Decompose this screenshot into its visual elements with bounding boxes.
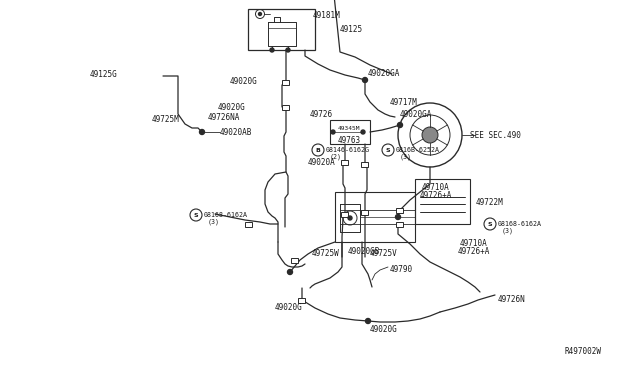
Bar <box>291 257 298 263</box>
Bar <box>415 179 470 224</box>
Text: 49725V: 49725V <box>370 250 397 259</box>
Text: 08168-6162A: 08168-6162A <box>498 221 542 227</box>
Bar <box>282 80 289 84</box>
Text: 49726+A: 49726+A <box>420 190 452 199</box>
Circle shape <box>382 144 394 156</box>
Text: 49710A: 49710A <box>422 183 450 192</box>
Text: R497002W: R497002W <box>565 347 602 356</box>
Text: 49125G: 49125G <box>90 70 118 78</box>
Bar <box>397 208 403 212</box>
Text: S: S <box>194 212 198 218</box>
Text: 49020GA: 49020GA <box>400 109 433 119</box>
Circle shape <box>200 129 205 135</box>
Circle shape <box>365 318 371 324</box>
Bar <box>330 120 370 144</box>
Text: S: S <box>488 221 492 227</box>
Circle shape <box>396 215 401 219</box>
Bar <box>298 298 305 302</box>
Text: 49020GB: 49020GB <box>348 247 380 257</box>
Text: 49726N: 49726N <box>498 295 525 305</box>
Text: (3): (3) <box>502 228 514 234</box>
Text: 49345M: 49345M <box>338 125 360 131</box>
Text: 49722M: 49722M <box>476 198 504 206</box>
Circle shape <box>397 122 403 128</box>
Circle shape <box>259 13 262 16</box>
Text: 08168-6162A: 08168-6162A <box>204 212 248 218</box>
Text: 49725M: 49725M <box>152 115 180 124</box>
Bar <box>248 9 315 50</box>
Circle shape <box>361 130 365 134</box>
Text: 49181M: 49181M <box>313 10 340 19</box>
Bar <box>335 192 415 242</box>
Text: (3): (3) <box>400 154 412 160</box>
Text: (3): (3) <box>208 219 220 225</box>
Text: (2): (2) <box>330 154 342 160</box>
Text: 08146-6162G: 08146-6162G <box>326 147 370 153</box>
Text: 49020A: 49020A <box>308 157 336 167</box>
Circle shape <box>348 216 352 220</box>
Text: 49020G: 49020G <box>218 103 246 112</box>
Circle shape <box>362 77 367 83</box>
Bar <box>362 161 369 167</box>
Text: 49020GA: 49020GA <box>368 68 401 77</box>
Text: S: S <box>386 148 390 153</box>
Text: 49725W: 49725W <box>312 250 340 259</box>
Text: 49726: 49726 <box>310 109 333 119</box>
Circle shape <box>331 130 335 134</box>
Circle shape <box>190 209 202 221</box>
Bar <box>342 212 349 217</box>
Bar <box>282 105 289 109</box>
Text: 49717M: 49717M <box>390 97 418 106</box>
Text: 49125: 49125 <box>340 25 363 33</box>
Text: 49020AB: 49020AB <box>220 128 252 137</box>
Circle shape <box>286 48 290 52</box>
Circle shape <box>484 218 496 230</box>
Circle shape <box>287 269 292 275</box>
Bar <box>397 221 403 227</box>
Circle shape <box>270 48 274 52</box>
Text: 49790: 49790 <box>390 264 413 273</box>
Text: 49020G: 49020G <box>275 302 303 311</box>
Text: 49763: 49763 <box>338 135 361 144</box>
Text: 49020G: 49020G <box>370 324 397 334</box>
Text: 49710A: 49710A <box>460 240 488 248</box>
Circle shape <box>312 144 324 156</box>
Text: B: B <box>316 148 321 153</box>
Circle shape <box>422 127 438 143</box>
Text: 0816B-6252A: 0816B-6252A <box>396 147 440 153</box>
Text: 49726NA: 49726NA <box>208 112 241 122</box>
Text: 49020G: 49020G <box>230 77 258 86</box>
Bar <box>244 221 252 227</box>
Bar <box>362 209 369 215</box>
Text: 49726+A: 49726+A <box>458 247 490 257</box>
Text: SEE SEC.490: SEE SEC.490 <box>470 131 521 140</box>
Bar <box>342 160 349 164</box>
